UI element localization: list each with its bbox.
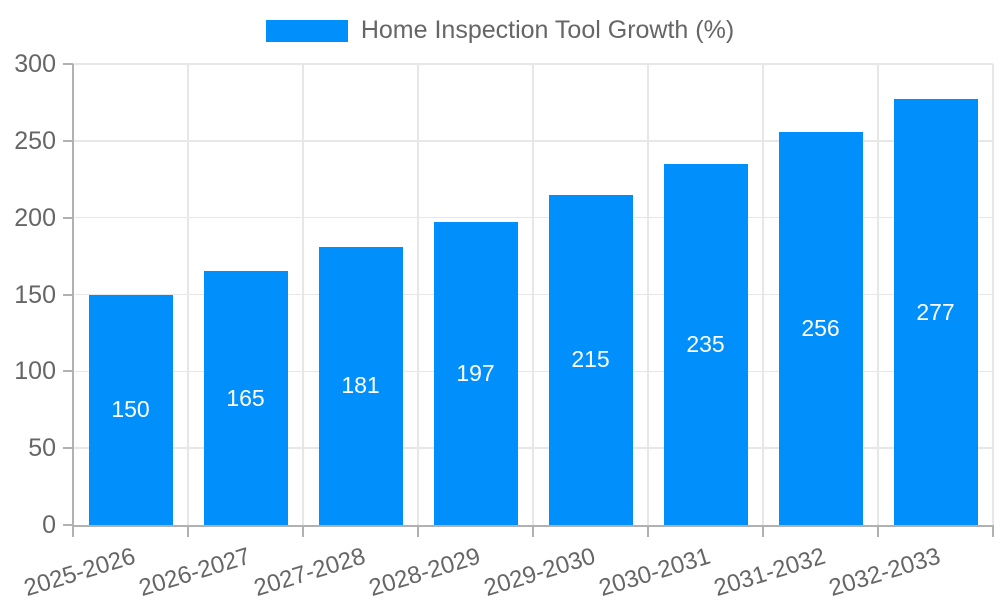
- x-axis-category-label: 2026-2027: [135, 542, 254, 600]
- horizontal-gridline: [73, 370, 993, 373]
- y-axis-tick-label: 200: [14, 203, 56, 232]
- bar: 215: [548, 194, 633, 525]
- y-axis-tick: [63, 447, 73, 450]
- x-axis-category-label: 2030-2031: [595, 542, 714, 600]
- bar-value-label: 197: [456, 360, 495, 387]
- y-axis-tick: [63, 293, 73, 296]
- bar: 150: [88, 294, 173, 525]
- bar: 235: [663, 163, 748, 525]
- legend-label: Home Inspection Tool Growth (%): [360, 16, 735, 44]
- legend-item[interactable]: Home Inspection Tool Growth (%): [0, 16, 1000, 45]
- x-axis-category-label: 2029-2030: [480, 542, 599, 600]
- bar-value-label: 181: [341, 372, 380, 399]
- bar-value-label: 256: [801, 314, 840, 341]
- x-axis-tick: [187, 527, 189, 537]
- x-axis-category-label: 2031-2032: [710, 542, 829, 600]
- y-axis-tick-label: 250: [14, 126, 56, 155]
- x-axis-category-label: 2028-2029: [365, 542, 484, 600]
- y-axis-tick-label: 0: [42, 511, 56, 539]
- x-axis-tick: [762, 527, 764, 537]
- horizontal-gridline: [73, 293, 993, 296]
- x-axis-tick: [877, 527, 879, 537]
- y-axis-tick-label: 150: [14, 280, 56, 309]
- bar-value-label: 277: [916, 298, 955, 325]
- bar: 181: [318, 246, 403, 525]
- y-axis-tick-label: 50: [28, 434, 56, 463]
- bar-value-label: 150: [111, 396, 150, 423]
- bar-value-label: 165: [226, 384, 265, 411]
- y-axis-tick: [63, 370, 73, 373]
- x-axis-tick: [417, 527, 419, 537]
- x-axis-category-label: 2032-2033: [825, 542, 944, 600]
- y-axis-line: [72, 64, 74, 527]
- vertical-gridline: [992, 64, 994, 525]
- x-axis-tick: [532, 527, 534, 537]
- bar: 277: [893, 99, 978, 525]
- x-axis-category-label: 2027-2028: [250, 542, 369, 600]
- x-axis-tick: [302, 527, 304, 537]
- y-axis-tick: [63, 524, 73, 526]
- horizontal-gridline: [73, 63, 993, 65]
- horizontal-gridline: [73, 216, 993, 219]
- bar: 165: [203, 271, 288, 525]
- x-axis-tick: [992, 527, 994, 537]
- y-axis-tick-label: 100: [14, 357, 56, 386]
- bar-value-label: 215: [571, 346, 610, 373]
- x-axis-tick: [72, 527, 74, 537]
- x-axis-category-label: 2025-2026: [20, 542, 139, 600]
- bar: 256: [778, 131, 863, 525]
- y-axis-tick: [63, 63, 73, 65]
- bar-value-label: 235: [686, 330, 725, 357]
- bar: 197: [433, 222, 518, 525]
- y-axis-tick: [63, 139, 73, 142]
- x-axis-line: [72, 525, 994, 527]
- horizontal-gridline: [73, 140, 993, 142]
- x-axis-tick: [647, 527, 649, 537]
- legend-swatch: [265, 19, 348, 42]
- y-axis-tick: [63, 216, 73, 219]
- horizontal-gridline: [73, 447, 993, 449]
- y-axis-tick-label: 300: [14, 50, 56, 78]
